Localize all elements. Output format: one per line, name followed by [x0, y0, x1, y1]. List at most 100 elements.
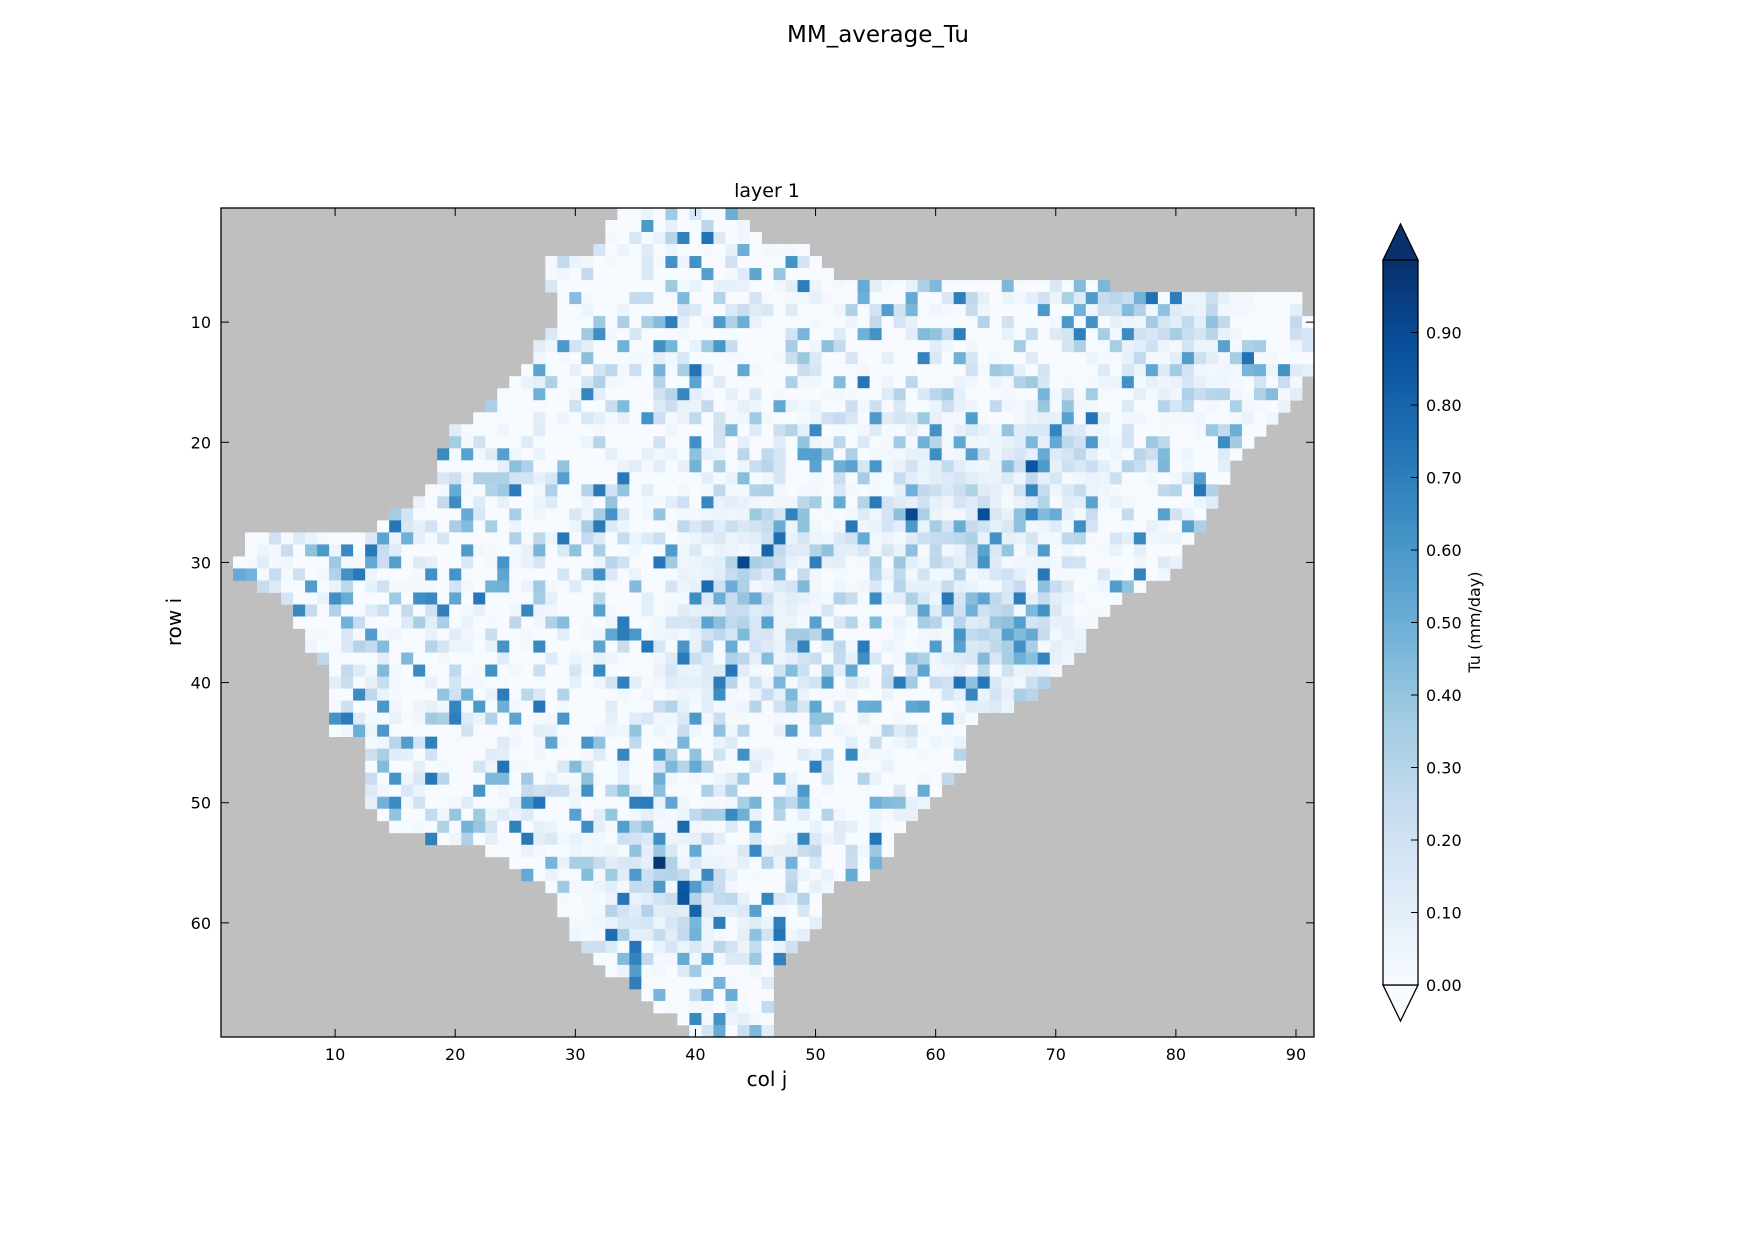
heatmap-cell: [701, 748, 714, 762]
heatmap-cell: [797, 724, 810, 738]
heatmap-cell: [329, 676, 342, 689]
heatmap-cell: [797, 628, 810, 641]
heatmap-cell: [677, 232, 690, 245]
heatmap-cell: [737, 220, 750, 233]
heatmap-cell: [809, 688, 822, 701]
heatmap-cell: [1277, 400, 1291, 413]
heatmap-cell: [305, 532, 318, 545]
heatmap-cell: [377, 556, 390, 569]
heatmap-cell: [1049, 508, 1063, 521]
heatmap-cell: [773, 628, 786, 641]
heatmap-cell: [977, 316, 991, 329]
heatmap-cell: [833, 556, 846, 569]
heatmap-cell: [557, 820, 570, 834]
heatmap-cell: [653, 568, 666, 581]
heatmap-cell: [605, 952, 618, 966]
heatmap-cell: [701, 592, 714, 605]
heatmap-cell: [881, 760, 895, 774]
heatmap-cell: [413, 568, 426, 581]
heatmap-cell: [545, 604, 558, 617]
heatmap-cell: [905, 532, 919, 545]
heatmap-cell: [485, 844, 498, 858]
heatmap-cell: [737, 1000, 750, 1014]
heatmap-cell: [1277, 292, 1291, 305]
heatmap-cell: [833, 796, 846, 810]
heatmap-cell: [689, 568, 702, 581]
heatmap-cell: [665, 544, 678, 557]
heatmap-cell: [1025, 592, 1039, 605]
heatmap-cell: [941, 376, 955, 389]
heatmap-cell: [785, 616, 798, 629]
heatmap-cell: [1181, 496, 1195, 509]
heatmap-cell: [977, 304, 991, 317]
heatmap-cell: [713, 916, 726, 930]
heatmap-cell: [809, 844, 822, 858]
heatmap-cell: [689, 748, 702, 762]
heatmap-cell: [905, 796, 919, 810]
heatmap-cell: [761, 1024, 774, 1038]
heatmap-cell: [605, 880, 618, 894]
heatmap-cell: [869, 616, 882, 629]
heatmap-cell: [929, 556, 943, 569]
heatmap-cell: [377, 724, 390, 738]
heatmap-cell: [821, 580, 834, 593]
heatmap-cell: [545, 616, 558, 629]
heatmap-cell: [773, 760, 786, 774]
heatmap-cell: [629, 412, 642, 425]
heatmap-cell: [305, 592, 318, 605]
heatmap-cell: [689, 268, 702, 281]
heatmap-cell: [329, 688, 342, 701]
heatmap-cell: [749, 424, 762, 437]
heatmap-cell: [449, 628, 462, 641]
heatmap-cell: [437, 484, 450, 497]
heatmap-cell: [761, 256, 774, 269]
heatmap-cell: [581, 580, 594, 593]
heatmap-cell: [713, 964, 726, 978]
heatmap-cell: [413, 616, 426, 629]
heatmap-cell: [833, 460, 846, 473]
heatmap-cell: [953, 556, 967, 569]
heatmap-cell: [1193, 460, 1207, 473]
heatmap-cell: [845, 472, 858, 485]
heatmap-cell: [989, 652, 1003, 665]
heatmap-cell: [629, 844, 642, 858]
heatmap-cell: [1037, 496, 1051, 509]
heatmap-cell: [773, 244, 786, 257]
heatmap-cell: [749, 484, 762, 497]
heatmap-cell: [929, 700, 943, 713]
heatmap-cell: [1181, 328, 1195, 341]
heatmap-cell: [653, 952, 666, 966]
heatmap-cell: [1229, 376, 1243, 389]
heatmap-cell: [1049, 664, 1063, 677]
heatmap-cell: [497, 760, 510, 774]
heatmap-cell: [989, 292, 1003, 305]
heatmap-cell: [461, 568, 474, 581]
heatmap-cell: [257, 580, 270, 593]
heatmap-cell: [689, 832, 702, 846]
heatmap-cell: [641, 700, 654, 713]
heatmap-cell: [797, 664, 810, 677]
heatmap-cell: [713, 388, 726, 401]
heatmap-cell: [677, 964, 690, 978]
heatmap-cell: [365, 628, 378, 641]
heatmap-cell: [1025, 376, 1039, 389]
heatmap-cell: [917, 340, 931, 353]
heatmap-cell: [845, 388, 858, 401]
heatmap-cell: [1265, 352, 1279, 365]
heatmap-cell: [569, 640, 582, 653]
heatmap-cell: [809, 340, 822, 353]
heatmap-cell: [1085, 460, 1099, 473]
heatmap-cell: [797, 604, 810, 617]
heatmap-cell: [725, 904, 738, 918]
heatmap-cell: [809, 484, 822, 497]
heatmap-cell: [677, 280, 690, 293]
heatmap-cell: [977, 472, 991, 485]
heatmap-cell: [365, 724, 378, 738]
heatmap-cell: [869, 760, 882, 774]
heatmap-cell: [389, 808, 402, 822]
heatmap-cell: [593, 784, 606, 798]
heatmap-cell: [1109, 520, 1123, 533]
heatmap-cell: [833, 628, 846, 641]
heatmap-cell: [425, 796, 438, 810]
heatmap-cell: [521, 412, 534, 425]
